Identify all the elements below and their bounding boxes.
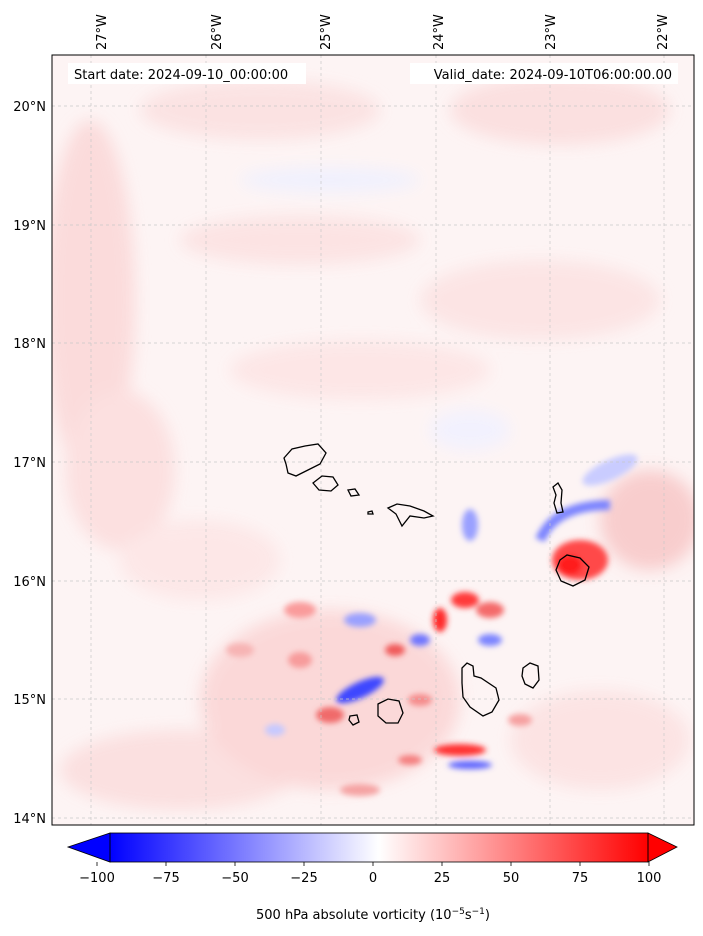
valid-date-label: Valid_date: 2024-09-10T06:00:00.00	[434, 68, 672, 83]
colorbar-extend-high	[647, 832, 678, 863]
colorbar-tick-label: −100	[79, 871, 115, 886]
colorbar-extend-low	[66, 832, 111, 863]
lat-label-19n: 19°N	[13, 219, 46, 234]
map-panel: Start date: 2024-09-10_00:00:00 Valid_da…	[13, 14, 695, 827]
colorbar-tick-label: 25	[434, 871, 451, 886]
island-santa-luzia	[347, 488, 361, 497]
island-branco	[367, 510, 374, 515]
start-date-box	[68, 63, 306, 84]
latitude-labels: 20°N 19°N 18°N 17°N 16°N 15°N 14°N	[13, 100, 46, 827]
colorbar-tick-label: 0	[369, 871, 377, 886]
colorbar-tick-label: −50	[221, 871, 248, 886]
lon-label-24w: 24°W	[432, 14, 447, 50]
longitude-labels: 27°W 26°W 25°W 24°W 23°W 22°W	[95, 14, 671, 50]
island-coastlines	[283, 443, 590, 726]
lat-label-18n: 18°N	[13, 337, 46, 352]
island-maio	[521, 662, 540, 689]
lon-label-22w: 22°W	[656, 14, 671, 50]
island-sao-nicolau	[386, 503, 435, 528]
vorticity-field	[52, 75, 694, 810]
map-frame	[51, 54, 695, 826]
lat-label-14n: 14°N	[13, 812, 46, 827]
lon-label-25w: 25°W	[319, 14, 334, 50]
colorbar-tick-marks	[96, 862, 650, 866]
island-brava	[348, 714, 360, 726]
lon-label-26w: 26°W	[210, 14, 225, 50]
colorbar-label: 500 hPa absolute vorticity (10−5s−1)	[256, 907, 490, 923]
colorbar-tick-label: 75	[572, 871, 589, 886]
lat-label-15n: 15°N	[13, 693, 46, 708]
map-gridlines	[52, 55, 694, 825]
lat-label-17n: 17°N	[13, 456, 46, 471]
island-sal	[552, 482, 564, 514]
island-sao-vicente	[312, 475, 339, 492]
colorbar-tick-label: −25	[290, 871, 317, 886]
lat-label-20n: 20°N	[13, 100, 46, 115]
lon-label-23w: 23°W	[544, 14, 559, 50]
lon-label-27w: 27°W	[95, 14, 110, 50]
colorbar-tick-label: −75	[152, 871, 179, 886]
colorbar-tick-labels: −100 −75 −50 −25 0 25 50 75 100	[79, 871, 661, 886]
start-date-label: Start date: 2024-09-10_00:00:00	[74, 68, 288, 83]
island-fogo	[377, 698, 404, 724]
island-santiago	[461, 662, 500, 717]
island-santo-antao	[283, 443, 327, 477]
lat-label-16n: 16°N	[13, 575, 46, 590]
colorbar-frame	[109, 832, 649, 863]
colorbar-tick-label: 100	[637, 871, 662, 886]
colorbar: −100 −75 −50 −25 0 25 50 75 100 500 hPa …	[66, 832, 678, 923]
valid-date-box	[410, 63, 678, 84]
colorbar-tick-label: 50	[503, 871, 520, 886]
island-boa-vista	[555, 554, 590, 587]
colorbar-body	[110, 833, 648, 862]
